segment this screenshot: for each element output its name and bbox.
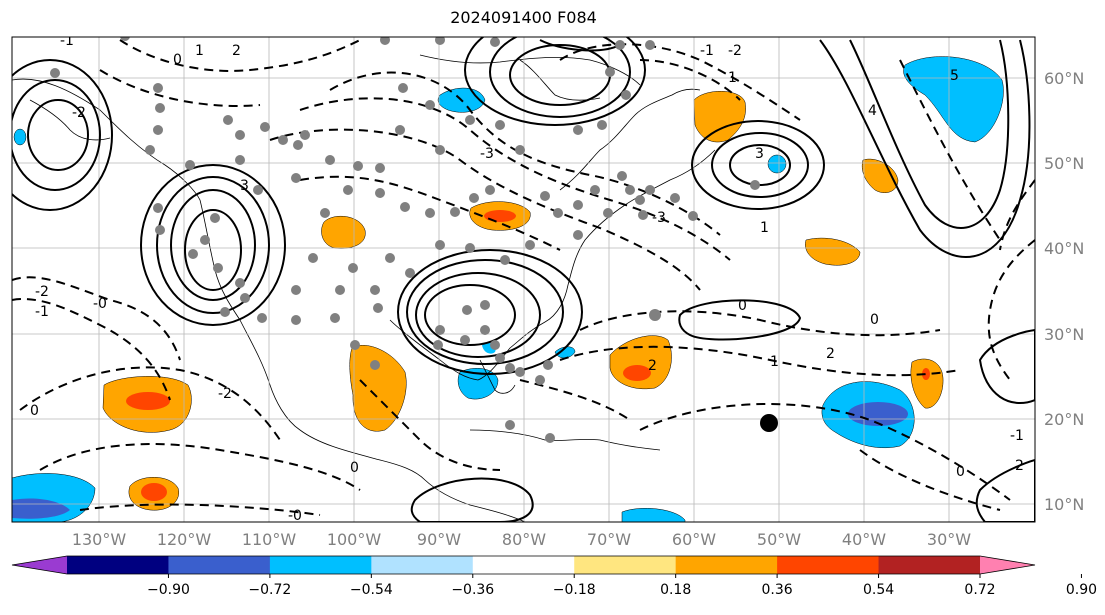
lat-label: 30°N <box>1044 325 1084 344</box>
contour-label: 2 <box>826 346 835 362</box>
contour-label: 0 <box>870 312 879 328</box>
graticule <box>12 37 1035 522</box>
contour-label: 0 <box>738 298 747 314</box>
contour-label: -3 <box>480 146 494 162</box>
contour-label: 1 <box>760 220 769 236</box>
colorbar-label: 0.90 <box>1066 582 1097 598</box>
lon-label: 30°W <box>927 530 971 549</box>
lon-label: 110°W <box>242 530 297 549</box>
colorbar-extend-low <box>12 556 67 574</box>
lon-label: 70°W <box>587 530 631 549</box>
colorbar-segment <box>675 556 778 574</box>
contour-label: -1 <box>35 304 49 320</box>
colorbar-label: 0.18 <box>660 582 691 598</box>
lon-label: 80°W <box>502 530 546 549</box>
colorbar-segment <box>878 556 981 574</box>
storm-marker <box>760 414 778 432</box>
coastlines <box>12 54 716 522</box>
lon-label: 120°W <box>157 530 212 549</box>
contour-label: 0 <box>350 460 359 476</box>
colorbar-label: −0.36 <box>451 582 494 598</box>
contour-label: -2 <box>728 43 742 59</box>
colorbar-segment <box>574 556 677 574</box>
lon-label: 90°W <box>417 530 461 549</box>
contour-label: 3 <box>755 146 764 162</box>
lon-label: 130°W <box>72 530 127 549</box>
colorbar-label: −0.72 <box>248 582 291 598</box>
contour-label: 0 <box>173 52 182 68</box>
colorbar-segment <box>472 556 575 574</box>
lon-label: 50°W <box>757 530 801 549</box>
contour-label: 2 <box>1015 458 1024 474</box>
lat-label: 10°N <box>1044 495 1084 514</box>
colorbar-segment <box>67 556 169 574</box>
colorbar-label: −0.18 <box>553 582 596 598</box>
contour-label: 0 <box>956 464 965 480</box>
dashed-contours <box>12 39 1035 516</box>
contour-label: -2 <box>72 105 86 121</box>
map-title: 2024091400 F084 <box>450 8 597 27</box>
colorbar-label: −0.54 <box>350 582 393 598</box>
colorbar-segment <box>269 556 372 574</box>
lat-label: 50°N <box>1044 154 1084 173</box>
colorbar-label: −0.90 <box>147 582 190 598</box>
colorbar-segment <box>371 556 474 574</box>
lon-label: 60°W <box>672 530 716 549</box>
colorbar-label: 0.54 <box>863 582 894 598</box>
contour-label: -0 <box>93 296 107 312</box>
map-border <box>11 36 1036 523</box>
contour-label: -1 <box>60 33 74 49</box>
contour-label: -3 <box>652 210 666 226</box>
lat-label: 40°N <box>1044 239 1084 258</box>
longitude-labels: 130°W 120°W 110°W 100°W 90°W 80°W 70°W 6… <box>72 530 971 549</box>
contour-label: 2 <box>648 358 657 374</box>
latitude-labels: 60°N 50°N 40°N 30°N 20°N 10°N <box>1044 69 1084 514</box>
contour-label: 4 <box>868 103 877 119</box>
colorbar-label: 0.72 <box>964 582 995 598</box>
lat-label: 20°N <box>1044 410 1084 429</box>
contour-labels: -1 -2 -3 0 1 2 3 4 5 -0 -1 -2 0 1 2 3 -2… <box>30 33 1024 524</box>
contour-label: 0 <box>30 403 39 419</box>
contour-label: 2 <box>232 43 241 59</box>
colorbar-label: 0.36 <box>762 582 793 598</box>
contour-label: 1 <box>195 43 204 59</box>
colorbar-extend-high <box>980 556 1035 574</box>
contour-label: 1 <box>728 70 737 86</box>
contour-label: -2 <box>35 284 49 300</box>
contour-label: 5 <box>950 68 959 84</box>
contour-label: 1 <box>770 354 779 370</box>
contour-label: -1 <box>700 43 714 59</box>
station-dots <box>50 37 760 443</box>
contour-label: -0 <box>288 508 302 524</box>
lon-label: 40°W <box>842 530 886 549</box>
colorbar-segment <box>777 556 880 574</box>
colorbar: −0.90 −0.72 −0.54 −0.36 −0.18 0.18 0.36 0.54 0.7… <box>11 555 1097 598</box>
lat-label: 60°N <box>1044 69 1084 88</box>
colorbar-outline <box>11 555 1036 575</box>
lon-label: 100°W <box>327 530 382 549</box>
contour-label: -2 <box>218 386 232 402</box>
contour-label: -1 <box>1010 428 1024 444</box>
solid-contours <box>12 37 1035 522</box>
colorbar-segment <box>168 556 271 574</box>
contour-label: 3 <box>240 178 249 194</box>
